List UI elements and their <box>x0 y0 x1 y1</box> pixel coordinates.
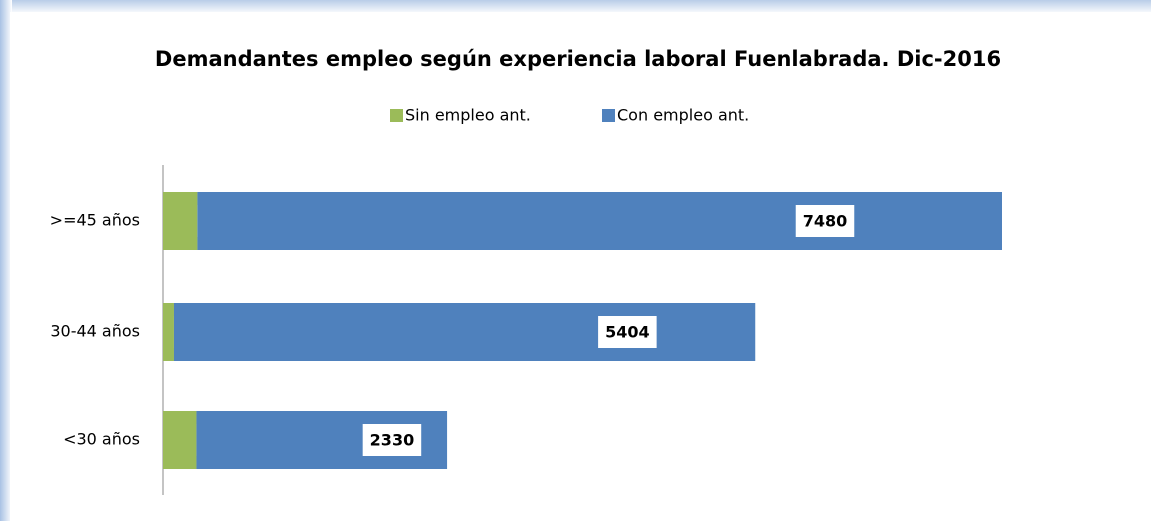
frame-left <box>0 0 12 521</box>
category-label: >=45 años <box>50 211 140 230</box>
bar-segment <box>197 192 1002 250</box>
data-label: 7480 <box>803 212 848 231</box>
category-label: 30-44 años <box>50 322 140 341</box>
bar-segment <box>173 303 756 361</box>
data-label-box <box>795 205 855 237</box>
legend-swatch <box>390 109 403 122</box>
data-label: 2330 <box>370 431 415 450</box>
data-label-box <box>598 316 657 348</box>
data-label-box <box>362 424 422 456</box>
legend-label: Con empleo ant. <box>617 106 749 125</box>
bar-segment <box>163 192 198 250</box>
category-label: <30 años <box>63 430 140 449</box>
legend-label: Sin empleo ant. <box>405 106 531 125</box>
bar-segment <box>163 303 174 361</box>
legend-swatch <box>602 109 615 122</box>
bar-segment <box>163 411 197 469</box>
data-label: 5404 <box>605 323 650 342</box>
chart-title: Demandantes empleo según experiencia lab… <box>155 47 1001 71</box>
frame-top <box>0 0 1151 14</box>
